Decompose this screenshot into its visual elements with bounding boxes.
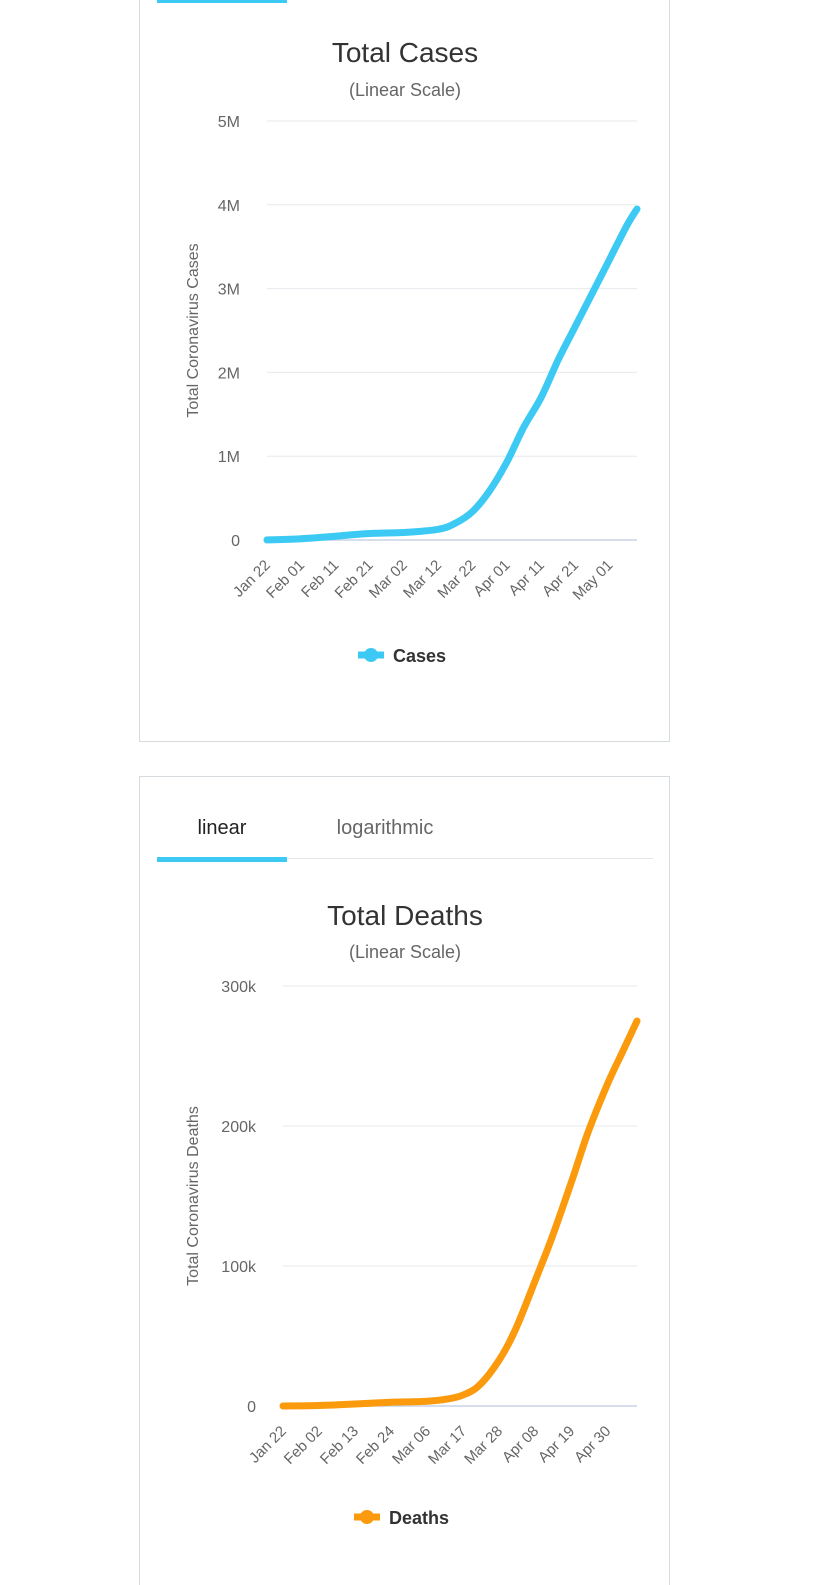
y-tick-label: 5M: [218, 114, 240, 131]
y-tick-label: 300k: [221, 979, 257, 996]
chart-title: Total Cases: [332, 37, 478, 68]
chart-title: Total Deaths: [327, 900, 483, 931]
chart-subtitle: (Linear Scale): [349, 80, 461, 100]
y-tick-label: 2M: [218, 365, 240, 382]
legend-marker[interactable]: [360, 1510, 374, 1524]
y-tick-label: 3M: [218, 282, 240, 299]
y-axis-label: Total Coronavirus Deaths: [185, 1106, 202, 1286]
tab-logarithmic[interactable]: logarithmic: [336, 817, 434, 839]
x-tick-label: Mar 06: [389, 1423, 434, 1468]
x-tick-label: Apr 11: [505, 557, 547, 599]
legend-marker[interactable]: [364, 648, 378, 662]
scale-tabs: linear logarithmic: [157, 777, 653, 862]
x-tick-label: Mar 17: [425, 1423, 470, 1468]
total-cases-chart: Total Cases (Linear Scale) Total Coronavir…: [185, 37, 641, 666]
y-tick-label: 0: [231, 533, 240, 550]
x-tick-label: Feb 01: [263, 557, 308, 602]
y-tick-label: 4M: [218, 198, 240, 215]
y-tick-label: 0: [247, 1399, 256, 1416]
series-line-deaths: [279, 1017, 641, 1410]
x-tick-label: Jan 22: [246, 1423, 290, 1467]
x-tick-label: Feb 02: [281, 1423, 326, 1468]
x-tick-label: Mar 22: [434, 557, 479, 602]
legend-label[interactable]: Cases: [393, 646, 446, 666]
x-tick-label: Apr 08: [499, 1423, 542, 1466]
total-cases-card: Total Cases (Linear Scale) Total Coronavir…: [139, 0, 670, 742]
series-line-cases: [263, 205, 641, 544]
x-tick-label: Apr 01: [470, 557, 513, 600]
x-tick-label: Feb 24: [353, 1423, 398, 1468]
y-tick-label: 1M: [218, 449, 240, 466]
x-tick-label: Apr 30: [571, 1423, 614, 1466]
x-tick-label: Feb 13: [317, 1423, 362, 1468]
total-deaths-chart: Total Deaths (Linear Scale) Total Coronavi…: [185, 900, 641, 1528]
total-deaths-card: linear logarithmic Total Deaths (Linear S…: [139, 776, 670, 1585]
x-tick-label: Apr 19: [535, 1423, 578, 1466]
x-tick-label: Mar 28: [461, 1423, 506, 1468]
legend-label[interactable]: Deaths: [389, 1508, 449, 1528]
active-tab-indicator: [157, 857, 287, 862]
active-tab-indicator: [157, 0, 287, 3]
y-tick-label: 100k: [221, 1259, 257, 1276]
chart-subtitle: (Linear Scale): [349, 942, 461, 962]
tab-linear[interactable]: linear: [197, 817, 247, 839]
y-axis-label: Total Coronavirus Cases: [185, 243, 202, 417]
y-tick-label: 200k: [221, 1119, 257, 1136]
